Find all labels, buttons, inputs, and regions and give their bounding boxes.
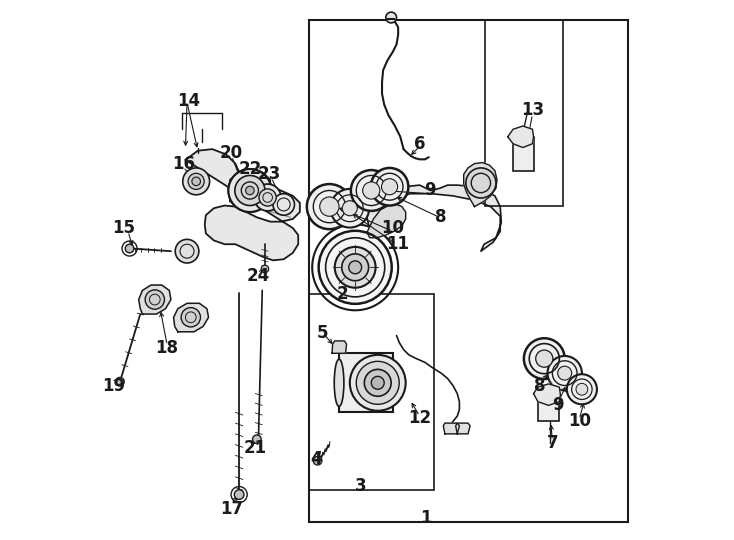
Polygon shape (230, 172, 270, 208)
Polygon shape (367, 185, 501, 251)
Circle shape (335, 247, 376, 288)
Circle shape (261, 265, 269, 273)
Text: 5: 5 (317, 325, 329, 342)
Circle shape (382, 179, 398, 195)
Circle shape (259, 189, 276, 206)
Text: 18: 18 (156, 339, 178, 357)
Bar (309, 20, 628, 523)
Text: 3: 3 (355, 477, 366, 495)
Circle shape (181, 308, 200, 327)
Circle shape (536, 350, 553, 367)
Ellipse shape (334, 359, 344, 407)
Text: 6: 6 (414, 135, 426, 153)
Polygon shape (456, 423, 470, 434)
Polygon shape (464, 163, 497, 207)
Circle shape (183, 168, 210, 195)
Text: 4: 4 (310, 450, 321, 468)
Circle shape (567, 374, 597, 404)
Circle shape (466, 168, 496, 198)
Circle shape (548, 356, 582, 390)
Circle shape (342, 254, 368, 281)
Circle shape (307, 184, 352, 229)
Text: 16: 16 (172, 154, 195, 173)
Circle shape (234, 490, 244, 500)
Circle shape (241, 182, 258, 199)
Circle shape (356, 361, 399, 404)
Text: 8: 8 (435, 208, 447, 226)
Circle shape (320, 197, 339, 217)
Text: 13: 13 (521, 101, 544, 119)
Bar (339, 353, 393, 413)
Circle shape (364, 369, 391, 396)
Text: 21: 21 (244, 440, 267, 457)
Bar (538, 394, 559, 422)
Circle shape (371, 376, 384, 389)
Circle shape (350, 355, 406, 411)
Text: 24: 24 (247, 267, 270, 286)
Circle shape (524, 338, 564, 379)
Circle shape (115, 377, 124, 386)
Text: 1: 1 (421, 509, 432, 527)
Polygon shape (139, 285, 171, 314)
Circle shape (342, 201, 357, 216)
Circle shape (188, 173, 204, 190)
Circle shape (330, 189, 369, 227)
Circle shape (386, 12, 396, 23)
Text: 14: 14 (177, 92, 200, 110)
Circle shape (145, 290, 164, 309)
Circle shape (351, 170, 392, 211)
Text: 8: 8 (534, 376, 546, 395)
Text: 15: 15 (113, 219, 136, 237)
Polygon shape (443, 423, 459, 434)
Bar (485, 20, 563, 206)
Text: 9: 9 (553, 396, 564, 414)
Circle shape (228, 169, 272, 212)
Text: 12: 12 (408, 409, 431, 427)
Text: 10: 10 (381, 219, 404, 237)
Text: 11: 11 (387, 235, 410, 253)
Circle shape (235, 176, 265, 206)
Text: 7: 7 (547, 434, 558, 452)
Text: 2: 2 (337, 285, 349, 303)
Circle shape (126, 244, 134, 253)
Text: 23: 23 (258, 165, 281, 184)
Text: 19: 19 (102, 376, 125, 395)
Circle shape (228, 169, 272, 212)
Polygon shape (367, 205, 406, 238)
Circle shape (349, 261, 362, 274)
Circle shape (371, 168, 408, 206)
Circle shape (363, 182, 380, 199)
Text: 22: 22 (239, 160, 261, 178)
Circle shape (273, 194, 294, 215)
Polygon shape (534, 384, 560, 406)
Polygon shape (508, 126, 534, 147)
Circle shape (192, 177, 200, 186)
Bar (309, 294, 434, 490)
Circle shape (175, 239, 199, 263)
Polygon shape (174, 303, 208, 332)
Circle shape (558, 366, 572, 380)
Circle shape (235, 176, 265, 206)
Circle shape (576, 383, 588, 395)
Text: 17: 17 (220, 500, 243, 518)
Circle shape (319, 231, 392, 304)
Circle shape (254, 184, 281, 211)
Text: 9: 9 (424, 181, 436, 199)
Bar (513, 137, 534, 171)
Polygon shape (332, 341, 346, 353)
Circle shape (252, 435, 261, 443)
Circle shape (313, 456, 322, 465)
Polygon shape (186, 149, 300, 260)
Circle shape (246, 186, 254, 195)
Text: 20: 20 (220, 144, 243, 162)
Text: 10: 10 (567, 413, 591, 430)
